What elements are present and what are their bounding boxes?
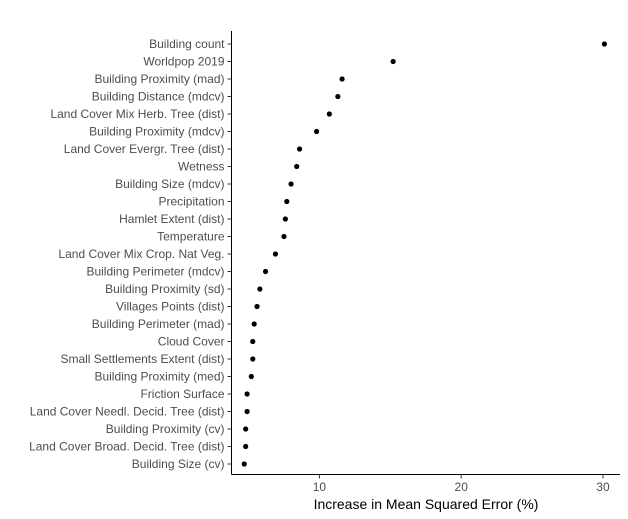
- data-point: [326, 111, 332, 117]
- data-point: [335, 93, 341, 100]
- data-point: [241, 461, 247, 467]
- data-point: [243, 426, 249, 432]
- data-point: [288, 181, 294, 187]
- data-point: [282, 216, 288, 222]
- data-point: [251, 321, 257, 327]
- data-point: [244, 408, 250, 415]
- y-tick-label: Building Proximity (cv): [106, 422, 225, 436]
- x-tick-label: 20: [455, 480, 469, 494]
- data-point: [250, 338, 256, 345]
- data-point: [313, 128, 320, 135]
- x-axis-title: Increase in Mean Squared Error (%): [314, 496, 539, 512]
- y-tick-label: Building Proximity (mad): [94, 72, 224, 86]
- x-tick-label: 30: [596, 480, 610, 494]
- data-point: [284, 198, 290, 205]
- y-axis-ticks: [227, 43, 232, 465]
- y-tick-label: Building Size (mdcv): [115, 177, 224, 191]
- y-tick-label: Building Distance (mdcv): [92, 90, 225, 104]
- y-axis-labels: Building count Worldpop 2019 Building Prox…: [29, 37, 225, 471]
- y-tick-label: Land Cover Broad. Decid. Tree (dist): [29, 440, 224, 454]
- y-tick-label: Cloud Cover: [158, 335, 225, 349]
- data-point: [296, 146, 303, 152]
- x-axis-labels: 10 20 30: [313, 480, 610, 494]
- y-tick-label: Worldpop 2019: [143, 55, 224, 69]
- data-point: [257, 286, 263, 292]
- data-points: [241, 41, 608, 467]
- y-tick-label: Precipitation: [158, 195, 224, 209]
- y-tick-label: Land Cover Evergr. Tree (dist): [64, 142, 225, 156]
- data-point: [272, 251, 279, 257]
- y-tick-label: Temperature: [157, 230, 225, 244]
- y-tick-label: Building Perimeter (mdcv): [86, 265, 224, 279]
- y-tick-label: Villages Points (dist): [116, 300, 225, 314]
- y-tick-label: Land Cover Mix Crop. Nat Veg.: [58, 247, 224, 261]
- y-tick-label: Building Proximity (med): [94, 370, 224, 384]
- y-tick-label: Small Settlements Extent (dist): [60, 352, 224, 366]
- data-point: [254, 303, 260, 310]
- x-tick-label: 10: [313, 480, 327, 494]
- data-point: [339, 76, 345, 82]
- data-point: [262, 268, 269, 275]
- y-tick-label: Building count: [149, 37, 225, 51]
- y-tick-label: Land Cover Needl. Decid. Tree (dist): [30, 405, 225, 419]
- data-point: [243, 443, 249, 450]
- data-point: [601, 41, 608, 47]
- y-tick-label: Friction Surface: [140, 387, 224, 401]
- y-tick-label: Building Proximity (mdcv): [89, 125, 224, 139]
- data-point: [390, 58, 396, 65]
- x-axis-ticks: [318, 474, 604, 479]
- y-tick-label: Hamlet Extent (dist): [119, 212, 224, 226]
- data-point: [248, 373, 254, 380]
- data-point: [281, 233, 287, 240]
- data-point: [244, 391, 250, 397]
- y-tick-label: Land Cover Mix Herb. Tree (dist): [50, 107, 224, 121]
- y-tick-label: Building Perimeter (mad): [92, 317, 225, 331]
- y-tick-label: Building Size (cv): [132, 457, 225, 471]
- y-tick-label: Building Proximity (sd): [105, 282, 224, 296]
- data-point: [294, 163, 300, 170]
- data-point: [250, 356, 256, 362]
- y-tick-label: Wetness: [178, 160, 224, 174]
